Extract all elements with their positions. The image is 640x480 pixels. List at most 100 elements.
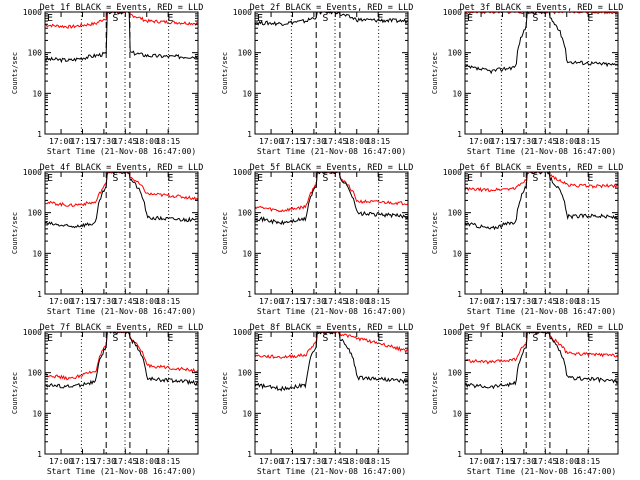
panel-title: Det 6f BLACK = Events, RED = LLD [460, 163, 624, 173]
marker-label: E [587, 13, 593, 24]
panel-det-9: Det 9f BLACK = Events, RED = LLD 1 10 100 10… [431, 323, 623, 476]
plot-frame [44, 171, 199, 295]
x-tick-label: 17:30 [92, 457, 116, 466]
x-axis-label: Start Time (21-Nov-08 16:47:00) [47, 467, 196, 476]
y-tick-label: 10 [32, 89, 42, 98]
y-tick-label: 1 [247, 130, 252, 139]
x-tick-label: 17:00 [49, 137, 73, 146]
x-tick-label: 18:15 [576, 297, 600, 306]
marker-label: E [167, 173, 173, 184]
y-tick-label: 100 [28, 49, 43, 58]
x-tick-label: 17:00 [469, 457, 493, 466]
lld-series-line [44, 170, 199, 207]
y-tick-label: 100 [448, 49, 463, 58]
x-tick-label: 17:45 [323, 297, 347, 306]
y-tick-label: 1 [37, 130, 42, 139]
x-tick-label: 18:00 [555, 457, 579, 466]
x-tick-label: 17:15 [490, 457, 514, 466]
panel-title: Det 1f BLACK = Events, RED = LLD [40, 3, 204, 13]
x-tick-label: 18:15 [576, 457, 600, 466]
x-tick-label: 18:00 [135, 137, 159, 146]
panel-det-3: Det 3f BLACK = Events, RED = LLD 1 10 100 10… [431, 3, 623, 156]
x-tick-label: 17:00 [259, 457, 283, 466]
panel-title: Det 2f BLACK = Events, RED = LLD [250, 3, 414, 13]
y-tick-label: 1000 [233, 8, 252, 17]
x-tick-label: 17:15 [70, 297, 94, 306]
y-tick-label: 1000 [23, 328, 42, 337]
x-axis-label: Start Time (21-Nov-08 16:47:00) [47, 307, 196, 316]
marker-label: S [322, 173, 328, 184]
y-tick-label: 100 [448, 209, 463, 218]
x-tick-label: 17:45 [533, 137, 557, 146]
x-axis-label: Start Time (21-Nov-08 16:47:00) [467, 307, 616, 316]
marker-label: E [587, 173, 593, 184]
plot-frame [254, 331, 409, 455]
x-tick-label: 17:15 [490, 297, 514, 306]
events-series-line [44, 331, 199, 389]
panel-title: Det 8f BLACK = Events, RED = LLD [250, 323, 414, 333]
y-axis-label: Counts/sec [11, 52, 19, 94]
y-axis-label: Counts/sec [431, 52, 439, 94]
x-axis-label: Start Time (21-Nov-08 16:47:00) [467, 147, 616, 156]
marker-label: E [47, 173, 53, 184]
y-axis-label: Counts/sec [221, 52, 229, 94]
lld-series-line [464, 171, 619, 193]
x-tick-label: 17:30 [302, 297, 326, 306]
marker-label: E [467, 333, 473, 344]
marker-label: S [322, 13, 328, 24]
y-tick-label: 1 [247, 290, 252, 299]
y-tick-label: 100 [238, 369, 253, 378]
y-tick-label: 10 [242, 89, 252, 98]
y-tick-label: 1000 [233, 328, 252, 337]
x-tick-label: 17:30 [512, 137, 536, 146]
x-tick-label: 17:15 [70, 457, 94, 466]
x-tick-label: 17:00 [469, 297, 493, 306]
panel-det-4: Det 4f BLACK = Events, RED = LLD 1 10 100 10… [11, 163, 203, 316]
events-series-line [44, 171, 199, 229]
x-tick-label: 17:30 [512, 457, 536, 466]
x-axis-label: Start Time (21-Nov-08 16:47:00) [47, 147, 196, 156]
y-tick-label: 1 [37, 450, 42, 459]
y-tick-label: 1000 [23, 8, 42, 17]
panel-title: Det 7f BLACK = Events, RED = LLD [40, 323, 204, 333]
marker-label: E [47, 13, 53, 24]
events-series-line [254, 330, 409, 392]
x-tick-label: 17:45 [113, 457, 137, 466]
x-tick-label: 17:30 [302, 137, 326, 146]
x-tick-label: 17:00 [259, 137, 283, 146]
y-tick-label: 10 [242, 409, 252, 418]
plot-frame [254, 11, 409, 135]
marker-label: E [377, 173, 383, 184]
x-tick-label: 17:00 [49, 457, 73, 466]
plot-frame [464, 171, 619, 295]
x-axis-label: Start Time (21-Nov-08 16:47:00) [467, 467, 616, 476]
lld-series-line [44, 331, 199, 381]
x-tick-label: 17:30 [302, 457, 326, 466]
y-axis-label: Counts/sec [431, 372, 439, 414]
x-tick-label: 18:15 [366, 457, 390, 466]
y-axis-label: Counts/sec [431, 212, 439, 254]
marker-label: E [257, 13, 263, 24]
y-tick-label: 10 [452, 409, 462, 418]
x-tick-label: 17:00 [469, 137, 493, 146]
x-axis-label: Start Time (21-Nov-08 16:47:00) [257, 307, 406, 316]
plot-frame [254, 171, 409, 295]
marker-label: E [377, 13, 383, 24]
x-tick-label: 18:15 [366, 137, 390, 146]
x-tick-label: 18:00 [135, 457, 159, 466]
x-tick-label: 18:00 [135, 297, 159, 306]
y-tick-label: 100 [238, 209, 253, 218]
x-tick-label: 17:00 [49, 297, 73, 306]
panel-title: Det 5f BLACK = Events, RED = LLD [250, 163, 414, 173]
y-axis-label: Counts/sec [11, 212, 19, 254]
y-axis-label: Counts/sec [11, 372, 19, 414]
events-series-line [464, 331, 619, 390]
x-tick-label: 17:30 [512, 297, 536, 306]
y-tick-label: 10 [32, 249, 42, 258]
y-tick-label: 10 [32, 409, 42, 418]
panel-det-8: Det 8f BLACK = Events, RED = LLD 1 10 100 10… [221, 323, 413, 476]
y-tick-label: 1000 [23, 168, 42, 177]
y-tick-label: 100 [28, 369, 43, 378]
marker-label: E [167, 13, 173, 24]
marker-label: S [532, 333, 538, 344]
